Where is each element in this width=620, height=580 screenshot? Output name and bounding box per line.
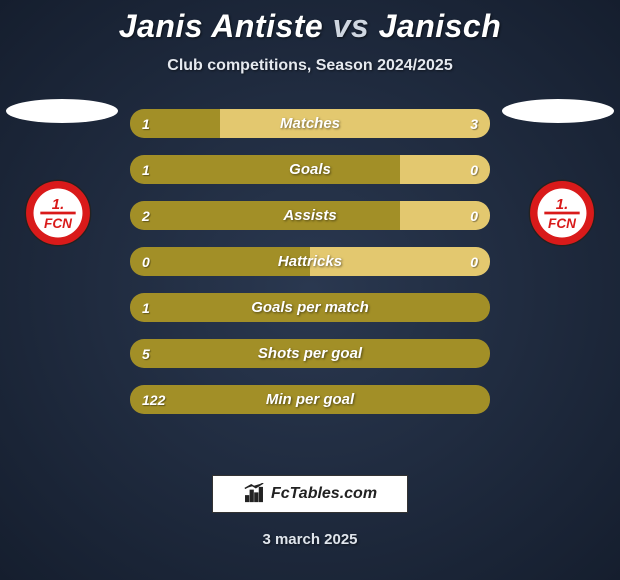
svg-text:1.: 1. xyxy=(556,196,568,213)
stat-value-left: 1 xyxy=(142,116,150,132)
spotlight-left xyxy=(6,99,118,123)
stat-bar-right: 0 xyxy=(400,155,490,184)
chart-icon xyxy=(243,483,265,505)
stat-bar-left: 2 xyxy=(130,201,400,230)
stat-row: 122Min per goal xyxy=(130,385,490,414)
stat-value-left: 1 xyxy=(142,162,150,178)
footer-brand-text: FcTables.com xyxy=(271,485,377,503)
footer-brand-badge: FcTables.com xyxy=(212,475,408,513)
stat-value-left: 1 xyxy=(142,300,150,316)
stat-bar-left: 0 xyxy=(130,247,310,276)
stat-value-left: 122 xyxy=(142,392,165,408)
stat-row: 20Assists xyxy=(130,201,490,230)
comparison-container: 1. FCN 1. FCN 13Matches10Goals20Assists0… xyxy=(0,99,620,449)
stat-bars: 13Matches10Goals20Assists00Hattricks1Goa… xyxy=(130,109,490,414)
spotlight-right xyxy=(502,99,614,123)
page-title: Janis Antiste vs Janisch xyxy=(0,0,620,45)
club-badge-right: 1. FCN xyxy=(528,179,596,247)
stat-bar-right: 0 xyxy=(310,247,490,276)
svg-text:FCN: FCN xyxy=(548,216,577,231)
stat-bar-left: 1 xyxy=(130,293,490,322)
stat-value-left: 0 xyxy=(142,254,150,270)
stat-row: 5Shots per goal xyxy=(130,339,490,368)
stat-bar-right: 3 xyxy=(220,109,490,138)
stat-row: 10Goals xyxy=(130,155,490,184)
stat-value-left: 5 xyxy=(142,346,150,362)
stat-value-right: 3 xyxy=(470,116,478,132)
stat-row: 1Goals per match xyxy=(130,293,490,322)
stat-value-right: 0 xyxy=(470,254,478,270)
svg-text:FCN: FCN xyxy=(44,216,73,231)
stat-value-right: 0 xyxy=(470,208,478,224)
stat-bar-left: 1 xyxy=(130,155,400,184)
stat-bar-left: 1 xyxy=(130,109,220,138)
vs-label: vs xyxy=(333,8,370,44)
player1-name: Janis Antiste xyxy=(119,8,323,44)
stat-row: 13Matches xyxy=(130,109,490,138)
stat-bar-left: 5 xyxy=(130,339,490,368)
club-badge-left: 1. FCN xyxy=(24,179,92,247)
subtitle: Club competitions, Season 2024/2025 xyxy=(0,57,620,75)
stat-row: 00Hattricks xyxy=(130,247,490,276)
stat-value-right: 0 xyxy=(470,162,478,178)
player2-name: Janisch xyxy=(379,8,502,44)
stat-value-left: 2 xyxy=(142,208,150,224)
stat-bar-right: 0 xyxy=(400,201,490,230)
stat-bar-left: 122 xyxy=(130,385,490,414)
svg-text:1.: 1. xyxy=(52,196,64,213)
footer-date: 3 march 2025 xyxy=(0,531,620,548)
